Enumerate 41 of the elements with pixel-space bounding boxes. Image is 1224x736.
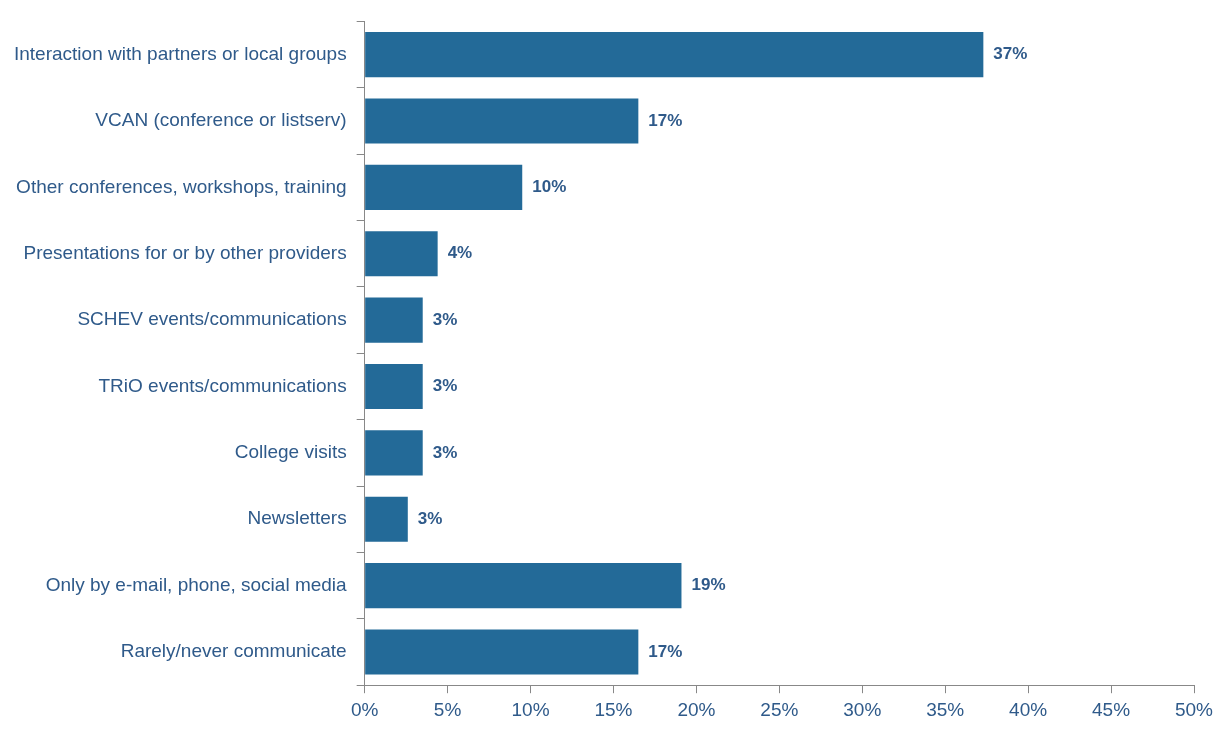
- y-tick-label: SCHEV events/communications: [77, 308, 347, 330]
- y-tick-label: VCAN (conference or listserv): [95, 109, 347, 131]
- data-label: 19%: [691, 575, 726, 595]
- bar: [365, 231, 438, 277]
- x-tick-label: 20%: [677, 698, 716, 720]
- y-tick-label: College visits: [234, 441, 347, 463]
- y-tick-label: Presentations for or by other providers: [23, 241, 347, 263]
- bar: [365, 297, 423, 343]
- y-tick-label: Other conferences, workshops, training: [16, 175, 347, 197]
- x-tick-label: 35%: [926, 698, 965, 720]
- x-tick-label: 45%: [1092, 698, 1131, 720]
- data-label: 3%: [417, 508, 443, 528]
- bar: [365, 563, 682, 609]
- bar: [365, 164, 523, 210]
- x-tick-label: 10%: [511, 698, 550, 720]
- x-tick-label: 40%: [1009, 698, 1048, 720]
- data-label: 4%: [447, 243, 473, 263]
- data-label: 3%: [432, 376, 458, 396]
- data-label: 3%: [432, 442, 458, 462]
- x-tick-label: 0%: [350, 698, 379, 720]
- data-label: 37%: [993, 44, 1028, 64]
- x-tick-label: 5%: [433, 698, 462, 720]
- bar: [365, 496, 408, 542]
- y-tick-label: Newsletters: [247, 507, 347, 529]
- x-tick-label: 25%: [760, 698, 799, 720]
- bar: [365, 430, 423, 476]
- bar: [365, 629, 639, 675]
- data-label: 17%: [648, 110, 683, 130]
- y-tick-label: TRiO events/communications: [98, 374, 347, 396]
- data-label: 17%: [648, 641, 683, 661]
- bar: [365, 32, 984, 78]
- x-tick-label: 30%: [843, 698, 882, 720]
- bar: [365, 363, 423, 410]
- y-tick-label: Only by e-mail, phone, social media: [45, 573, 348, 595]
- y-tick-label: Interaction with partners or local groups: [14, 42, 347, 64]
- y-tick-label: Rarely/never communicate: [120, 640, 347, 662]
- data-label: 10%: [532, 177, 567, 197]
- bar: [365, 98, 639, 144]
- data-label: 3%: [432, 309, 458, 329]
- x-tick-label: 50%: [1174, 698, 1214, 720]
- x-tick-label: 15%: [594, 698, 633, 720]
